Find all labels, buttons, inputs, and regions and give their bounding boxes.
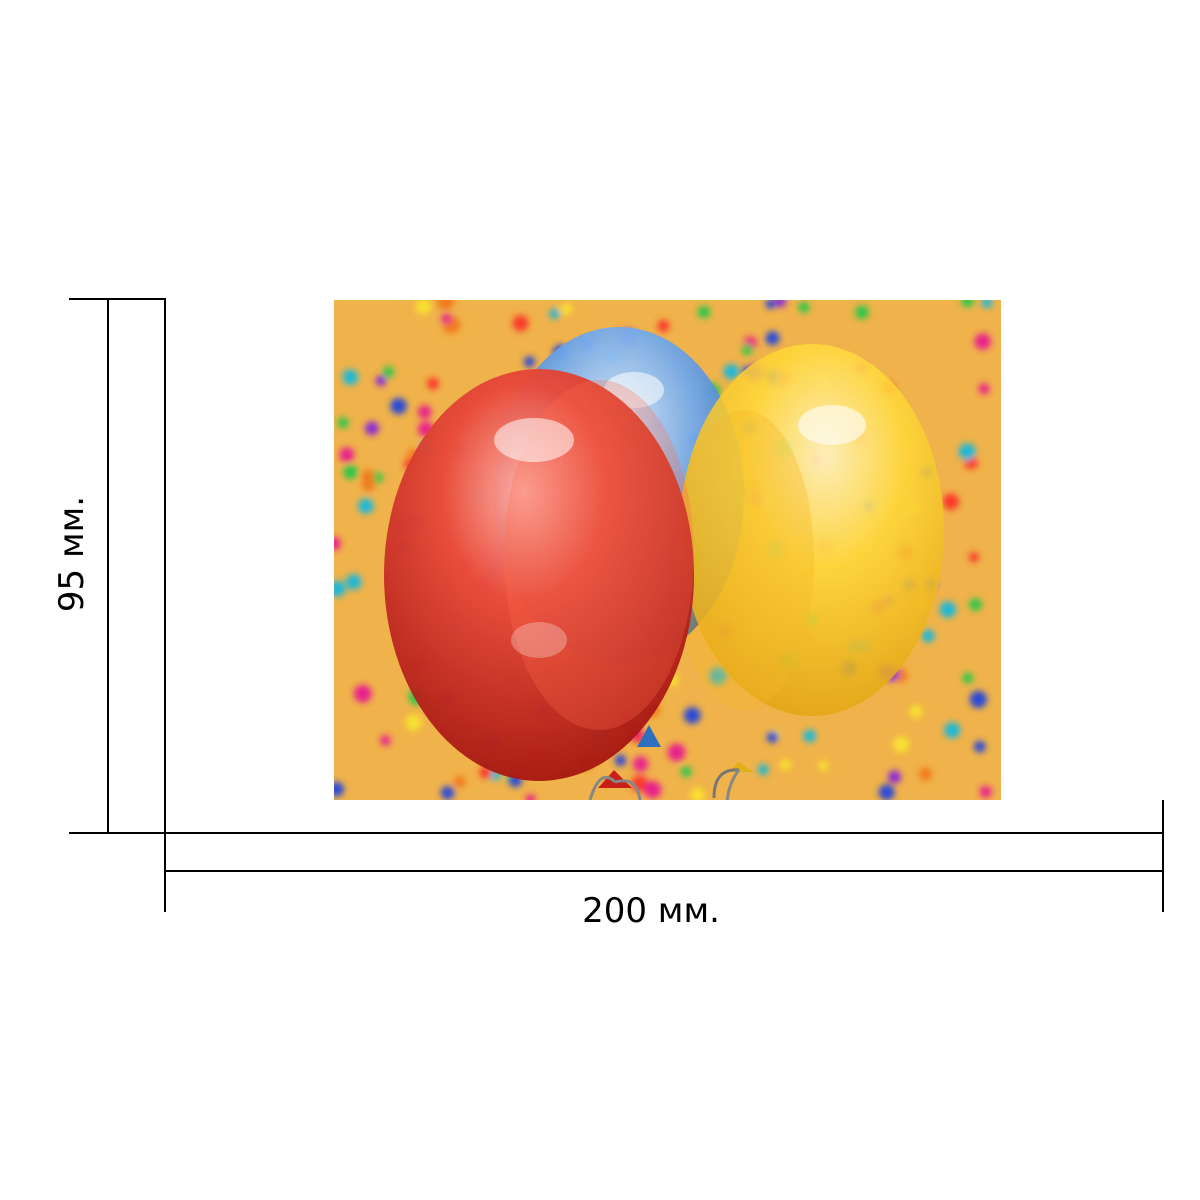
confetti-dot: [893, 736, 910, 753]
confetti-dot: [765, 331, 780, 346]
balloons-image: [334, 300, 1001, 800]
yellow-balloon: [674, 344, 944, 800]
confetti-dot: [968, 552, 980, 563]
confetti-dot: [633, 756, 649, 772]
confetti-dot: [375, 375, 387, 387]
confetti-dot: [361, 469, 375, 483]
confetti-dot: [426, 377, 440, 390]
confetti-dot: [512, 315, 529, 332]
height-label: 95 мм.: [52, 495, 92, 613]
confetti-dot: [741, 344, 753, 356]
confetti-dot: [981, 300, 993, 308]
confetti-dot: [683, 707, 701, 724]
confetti-dot: [973, 740, 986, 753]
confetti-dot: [657, 319, 670, 333]
confetti-dot: [380, 735, 391, 746]
confetti-dot: [962, 672, 974, 684]
confetti-dot: [697, 305, 711, 319]
confetti-dot: [353, 684, 372, 703]
red-balloon: [384, 369, 694, 800]
width-right-tick: [1162, 800, 1164, 912]
confetti-dot: [453, 775, 466, 788]
height-extension-line: [164, 298, 166, 834]
confetti-dot: [757, 764, 769, 775]
confetti-dot: [523, 356, 535, 368]
confetti-dot: [644, 781, 662, 799]
confetti-dot: [417, 405, 432, 419]
confetti-dot: [345, 574, 362, 590]
confetti-dot: [974, 333, 991, 350]
confetti-dot: [709, 667, 727, 685]
balloons-illustration: [334, 300, 1001, 800]
width-label: 200 мм.: [582, 891, 720, 931]
confetti-dot: [382, 366, 395, 378]
confetti-dot: [334, 580, 346, 597]
confetti-dot: [818, 760, 829, 771]
confetti-dot: [339, 447, 355, 463]
confetti-dot: [334, 781, 344, 797]
confetti-dot: [337, 417, 349, 429]
width-dimension-line: [164, 870, 1164, 872]
confetti-dot: [944, 722, 961, 739]
confetti-dot: [803, 729, 817, 743]
confetti-dot: [958, 443, 976, 461]
confetti-dot: [887, 770, 902, 784]
confetti-dot: [690, 787, 706, 800]
confetti-dot: [979, 785, 992, 798]
confetti-dot: [549, 308, 560, 319]
confetti-dot: [415, 300, 432, 315]
width-left-tick: [164, 802, 166, 912]
confetti-dot: [342, 369, 359, 385]
confetti-dot: [855, 305, 869, 320]
confetti-dot: [405, 714, 422, 731]
confetti-dot: [437, 300, 454, 310]
confetti-dot: [343, 464, 358, 480]
confetti-dot: [774, 300, 787, 308]
confetti-dot: [978, 383, 990, 395]
height-bottom-tick: [69, 832, 166, 834]
width-extension-line: [164, 832, 1164, 834]
confetti-dot: [798, 301, 810, 313]
confetti-dot: [942, 493, 960, 511]
confetti-dot: [878, 784, 895, 800]
height-dimension-line: [107, 298, 109, 834]
confetti-dot: [441, 313, 452, 324]
confetti-dot: [440, 786, 455, 800]
confetti-dot: [723, 364, 739, 380]
confetti-dot: [390, 397, 407, 415]
confetti-dot: [969, 598, 982, 611]
confetti-dot: [969, 690, 987, 709]
confetti-dot: [364, 421, 379, 436]
confetti-dot: [919, 767, 932, 781]
confetti-dot: [614, 754, 627, 766]
confetti-dot: [961, 300, 974, 308]
confetti-dot: [921, 629, 935, 643]
confetti-dot: [909, 705, 923, 719]
confetti-dot: [334, 536, 341, 551]
confetti-dot: [560, 303, 573, 316]
confetti-dot: [667, 743, 686, 762]
confetti-dot: [779, 759, 792, 771]
height-top-tick: [69, 298, 166, 300]
confetti-dot: [765, 300, 776, 309]
confetti-dot: [525, 794, 536, 800]
confetti-dot: [939, 601, 956, 618]
confetti-dot: [358, 498, 374, 514]
confetti-dot: [766, 731, 779, 743]
confetti-dot: [680, 766, 692, 777]
